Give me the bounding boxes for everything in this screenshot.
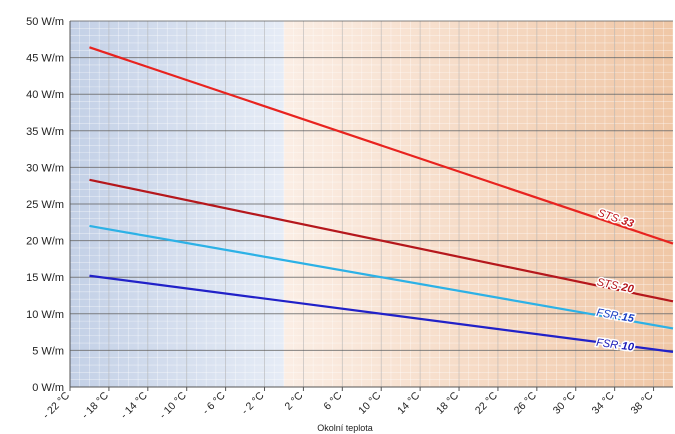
y-tick-label: 0 W/m <box>32 382 64 394</box>
x-tick-label: 22 °C <box>473 389 500 416</box>
y-tick-label: 20 W/m <box>26 236 64 248</box>
series-line-sts-20 <box>89 178 674 303</box>
y-tick-label: 10 W/m <box>26 309 64 321</box>
series-label-fsr-15: FSR-15 <box>595 307 635 326</box>
x-tick-label: - 10 °C <box>157 389 189 421</box>
series-label-number: 15 <box>621 311 636 325</box>
series-label-prefix: FSR- <box>595 337 622 352</box>
x-tick-label: 18 °C <box>434 389 461 416</box>
x-tick-label: - 6 °C <box>200 389 228 417</box>
y-tick-label: 5 W/m <box>32 345 64 357</box>
x-tick-label: 10 °C <box>356 389 383 416</box>
x-tick-label: 6 °C <box>321 389 344 412</box>
x-tick-label: - 14 °C <box>118 389 150 421</box>
y-tick-label: 50 W/m <box>26 16 64 28</box>
series-lines <box>89 46 674 353</box>
series-line-sts-33 <box>89 46 674 245</box>
x-tick-label: 38 °C <box>629 389 656 416</box>
y-tick-label: 15 W/m <box>26 272 64 284</box>
x-tick-label: 2 °C <box>283 389 306 412</box>
x-tick-label: 30 °C <box>551 389 578 416</box>
x-tick-label: 34 °C <box>590 389 617 416</box>
y-tick-label: 25 W/m <box>26 199 64 211</box>
x-tick-label: - 18 °C <box>79 389 111 421</box>
x-axis-title: Okolní teplota <box>317 423 373 433</box>
y-tick-label: 40 W/m <box>26 89 64 101</box>
x-tick-label: - 22 °C <box>40 389 72 421</box>
series-line-fsr-10 <box>89 274 674 353</box>
y-tick-label: 45 W/m <box>26 53 64 65</box>
y-tick-label: 30 W/m <box>26 162 64 174</box>
x-tick-label: 14 °C <box>395 389 422 416</box>
y-tick-label: 35 W/m <box>26 126 64 138</box>
grid <box>69 20 674 388</box>
series-label-number: 10 <box>621 340 636 354</box>
series-line-fsr-15 <box>89 224 674 330</box>
x-tick-label: - 2 °C <box>239 389 267 417</box>
series-label-number: 33 <box>620 215 635 230</box>
series-label-number: 20 <box>619 281 635 296</box>
x-tick-label: 26 °C <box>512 389 539 416</box>
series-label-fsr-10: FSR-10 <box>595 337 635 354</box>
